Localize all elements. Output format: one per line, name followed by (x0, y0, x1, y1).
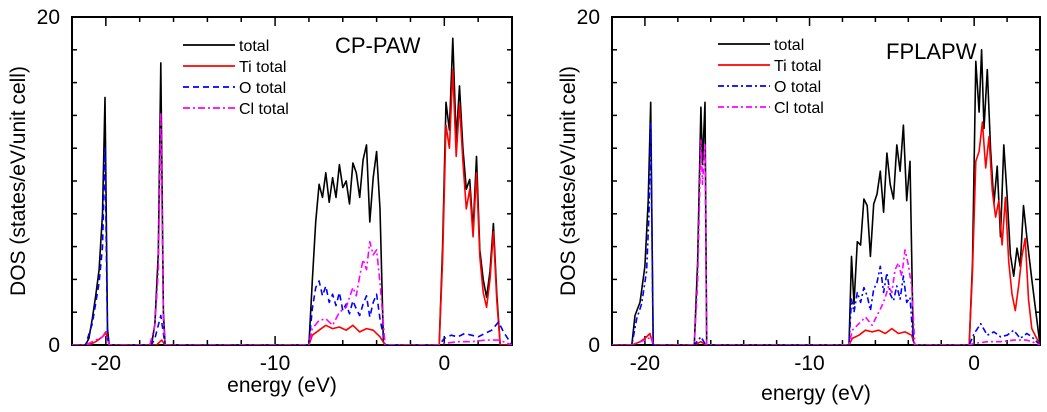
x-tick-label: -20 (630, 352, 660, 375)
plot-frame (71, 16, 513, 346)
legend-label-2: O total (774, 79, 821, 96)
y-tick-label: 0 (48, 334, 60, 357)
x-tick-label: -20 (91, 352, 121, 375)
legend: total Ti total O total Cl total (718, 37, 824, 117)
x-axis-label: energy (eV) (227, 374, 337, 397)
series-line-3 (612, 139, 1040, 345)
legend-label-2: O total (239, 80, 286, 97)
series-line-3 (72, 111, 512, 345)
series-line-2 (72, 147, 512, 345)
panel-left: -20 -10 0 0 20 energy (eV) DOS (states/eV/unit… (7, 6, 513, 397)
legend: total Ti total O total Cl total (183, 38, 289, 118)
legend-label-0: total (774, 37, 804, 54)
series-line-1 (612, 121, 1040, 345)
series-line-0 (612, 49, 1040, 345)
x-tick-label: -10 (794, 352, 824, 375)
method-annotation: FPLAPW (886, 39, 977, 64)
y-axis-label: DOS (states/eV/unit cell) (7, 66, 30, 296)
panel-right: -20 -10 0 0 20 energy (eV) DOS (states/eV/unit… (557, 6, 1041, 405)
y-tick-label: 20 (37, 6, 60, 29)
legend-label-3: Cl total (239, 101, 289, 118)
series-line-2 (612, 122, 1040, 345)
y-tick-label: 20 (577, 6, 600, 29)
legend-label-1: Ti total (239, 59, 286, 76)
legend-label-1: Ti total (774, 58, 821, 75)
series-line-1 (72, 68, 512, 345)
x-tick-label: 0 (438, 352, 450, 375)
y-axis-label: DOS (states/eV/unit cell) (557, 66, 580, 296)
series-line-0 (72, 37, 512, 345)
x-tick-label: 0 (968, 352, 980, 375)
x-axis-label: energy (eV) (761, 382, 871, 405)
x-tick-label: -10 (260, 352, 290, 375)
method-annotation: CP-PAW (335, 33, 421, 58)
y-tick-label: 0 (588, 334, 600, 357)
legend-label-0: total (239, 38, 269, 55)
legend-label-3: Cl total (774, 100, 824, 117)
